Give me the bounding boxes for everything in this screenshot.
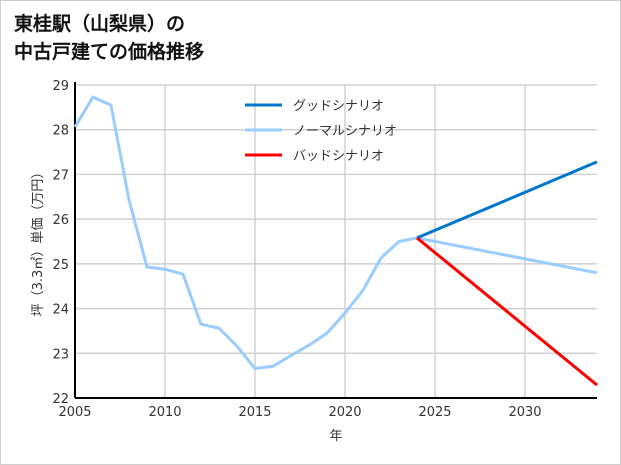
series-line-1 xyxy=(73,95,598,370)
y-tick-label: 26 xyxy=(52,213,69,228)
title-line-1: 東桂駅（山梨県）の xyxy=(14,13,186,35)
y-tick-label: 24 xyxy=(52,303,69,318)
x-axis-label: 年 xyxy=(329,429,342,444)
x-tick-label: 2030 xyxy=(508,405,541,420)
title-line-2: 中古戸建ての価格推移 xyxy=(14,41,205,63)
y-tick-label: 28 xyxy=(52,124,69,139)
chart-title: 東桂駅（山梨県）の 中古戸建ての価格推移 xyxy=(14,10,204,66)
x-tick-label: 2020 xyxy=(328,405,361,420)
legend-label: ノーマルシナリオ xyxy=(293,124,397,139)
x-tick-label: 2010 xyxy=(148,405,181,420)
series-line-0 xyxy=(416,160,598,240)
legend-label: グッドシナリオ xyxy=(293,99,384,114)
series-line-2 xyxy=(416,236,598,387)
y-tick-label: 22 xyxy=(52,392,69,407)
x-tick-label: 2005 xyxy=(58,405,91,420)
y-tick-label: 27 xyxy=(52,168,69,183)
y-tick-label: 29 xyxy=(52,79,69,94)
x-tick-label: 2025 xyxy=(418,405,451,420)
y-tick-label: 25 xyxy=(52,258,69,273)
y-tick-label: 23 xyxy=(52,347,69,362)
x-tick-label: 2015 xyxy=(238,405,271,420)
legend-label: バッドシナリオ xyxy=(293,149,384,164)
y-axis-label: 坪（3.3㎡）単価（万円） xyxy=(30,166,46,317)
